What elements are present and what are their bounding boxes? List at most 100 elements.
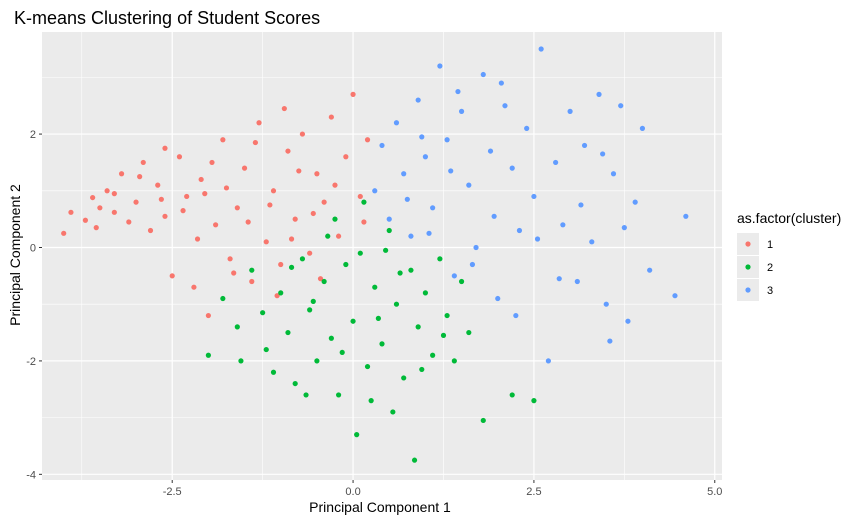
data-point-cluster-2 <box>390 409 396 415</box>
data-point-cluster-3 <box>672 293 678 299</box>
data-point-cluster-3 <box>596 91 602 97</box>
data-point-cluster-1 <box>274 293 280 299</box>
data-point-cluster-1 <box>350 91 356 97</box>
data-point-cluster-1 <box>292 216 298 222</box>
data-point-cluster-1 <box>133 199 139 205</box>
data-point-cluster-1 <box>169 273 175 279</box>
data-point-cluster-2 <box>310 298 316 304</box>
data-point-cluster-1 <box>231 270 237 276</box>
data-point-cluster-3 <box>408 233 414 239</box>
data-point-cluster-3 <box>578 202 584 208</box>
data-point-cluster-2 <box>332 216 338 222</box>
data-point-cluster-1 <box>278 261 284 268</box>
data-point-cluster-2 <box>466 329 472 336</box>
data-point-cluster-1 <box>137 174 143 180</box>
y-axis-ticks: -4 -2 0 2 <box>26 129 42 481</box>
data-point-cluster-3 <box>639 125 646 132</box>
data-point-cluster-2 <box>234 324 240 330</box>
legend-swatch-2 <box>745 264 751 270</box>
data-point-cluster-1 <box>162 145 168 151</box>
data-points <box>61 46 689 463</box>
data-point-cluster-3 <box>545 358 551 364</box>
data-point-cluster-2 <box>339 349 345 356</box>
data-point-cluster-1 <box>332 182 338 188</box>
data-point-cluster-1 <box>245 219 251 225</box>
data-point-cluster-1 <box>307 250 313 256</box>
data-point-cluster-2 <box>299 256 306 262</box>
data-point-cluster-2 <box>350 318 356 324</box>
data-point-cluster-3 <box>480 71 486 78</box>
data-point-cluster-1 <box>314 171 320 177</box>
data-point-cluster-2 <box>411 457 418 463</box>
data-point-cluster-1 <box>147 227 154 234</box>
data-point-cluster-1 <box>118 171 125 177</box>
data-point-cluster-1 <box>90 194 96 201</box>
y-tick-label: -2 <box>26 356 36 368</box>
data-point-cluster-3 <box>524 125 530 132</box>
data-point-cluster-3 <box>404 196 410 202</box>
data-point-cluster-1 <box>140 159 146 166</box>
data-point-cluster-2 <box>303 392 309 398</box>
x-tick-label: 0.0 <box>345 486 360 498</box>
data-point-cluster-3 <box>600 151 606 157</box>
data-point-cluster-3 <box>386 216 392 222</box>
data-point-cluster-1 <box>241 165 248 171</box>
data-point-cluster-3 <box>393 120 400 126</box>
data-point-cluster-3 <box>621 225 627 231</box>
data-point-cluster-2 <box>383 247 389 253</box>
data-point-cluster-1 <box>281 105 287 112</box>
data-point-cluster-3 <box>487 148 494 154</box>
data-point-cluster-3 <box>618 103 624 109</box>
legend-title: as.factor(cluster) <box>737 210 841 226</box>
x-axis-title: Principal Component 1 <box>309 499 451 515</box>
data-point-cluster-2 <box>408 267 414 273</box>
data-point-cluster-2 <box>375 315 381 321</box>
data-point-cluster-3 <box>422 154 429 160</box>
data-point-cluster-2 <box>307 307 313 313</box>
data-point-cluster-1 <box>299 131 306 137</box>
data-point-cluster-1 <box>97 205 103 211</box>
data-point-cluster-2 <box>314 358 320 364</box>
data-point-cluster-1 <box>126 219 132 225</box>
data-point-cluster-3 <box>531 193 537 200</box>
data-point-cluster-1 <box>198 176 204 183</box>
y-tick-label: -4 <box>26 469 36 481</box>
data-point-cluster-1 <box>252 139 259 146</box>
x-tick-label: 2.5 <box>526 486 541 498</box>
data-point-cluster-1 <box>270 188 277 194</box>
data-point-cluster-1 <box>227 256 233 262</box>
data-point-cluster-1 <box>343 154 349 160</box>
y-axis-title: Principal Component 2 <box>7 184 23 326</box>
data-point-cluster-2 <box>415 324 421 330</box>
chart-title: K-means Clustering of Student Scores <box>14 8 320 28</box>
data-point-cluster-3 <box>509 165 515 171</box>
data-point-cluster-2 <box>292 380 298 387</box>
legend-label-3: 3 <box>767 285 773 297</box>
data-point-cluster-1 <box>180 208 186 214</box>
data-point-cluster-2 <box>220 295 226 302</box>
data-point-cluster-1 <box>256 120 262 126</box>
legend: as.factor(cluster) 1 2 3 <box>737 210 841 301</box>
data-point-cluster-2 <box>270 369 277 375</box>
data-point-cluster-3 <box>553 159 559 166</box>
data-point-cluster-3 <box>683 213 689 219</box>
x-axis-ticks: -2.5 0.0 2.5 5.0 <box>163 480 722 498</box>
data-point-cluster-1 <box>104 188 110 194</box>
data-point-cluster-2 <box>451 358 457 364</box>
data-point-cluster-1 <box>205 312 211 319</box>
data-point-cluster-3 <box>466 182 472 188</box>
data-point-cluster-1 <box>317 276 324 282</box>
data-point-cluster-1 <box>328 114 334 120</box>
data-point-cluster-2 <box>401 375 407 381</box>
legend-label-1: 1 <box>767 239 773 251</box>
data-point-cluster-1 <box>220 137 226 143</box>
data-point-cluster-2 <box>354 432 360 438</box>
data-point-cluster-3 <box>495 295 501 302</box>
data-point-cluster-2 <box>480 417 486 424</box>
data-point-cluster-2 <box>278 290 284 296</box>
data-point-cluster-2 <box>260 310 266 316</box>
data-point-cluster-3 <box>451 273 457 279</box>
data-point-cluster-3 <box>567 108 573 114</box>
data-point-cluster-3 <box>632 199 638 205</box>
